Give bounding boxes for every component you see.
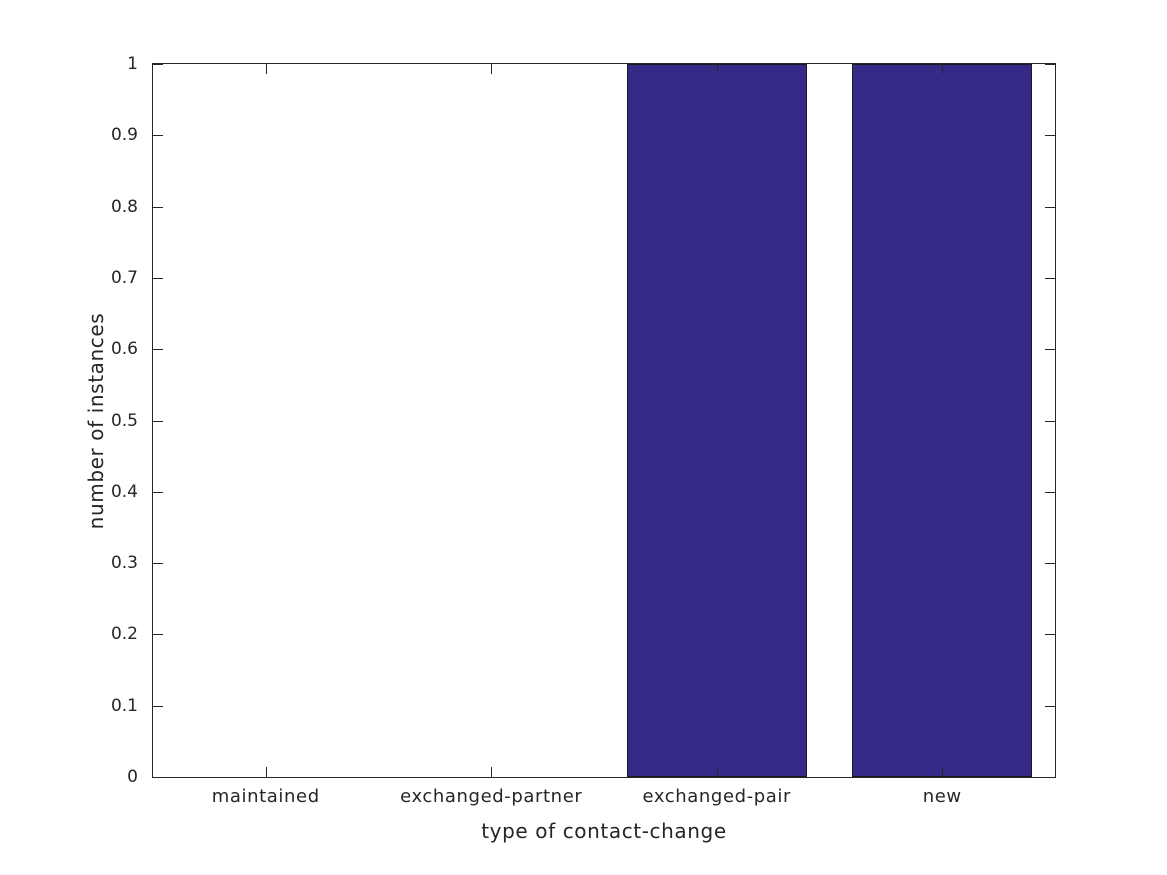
plot-area [152,63,1056,778]
y-tick-label-0.7: 0.7 [110,267,138,288]
x-tick-top [491,64,493,74]
y-tick-left [153,277,163,279]
y-tick-label-0.6: 0.6 [110,339,138,360]
x-tick-bottom [265,767,267,777]
y-tick-left [153,349,163,351]
y-tick-left [153,64,163,65]
x-tick-top [265,64,267,74]
y-tick-right [1045,420,1055,422]
y-tick-label-0.2: 0.2 [110,624,138,645]
x-tick-top [942,64,944,74]
y-tick-left [153,491,163,493]
y-tick-left [153,705,163,707]
x-tick-top [716,64,718,74]
x-tick-label-maintained: maintained [211,786,320,807]
y-tick-left [153,777,163,778]
y-tick-label-1: 1 [127,54,138,74]
y-tick-label-0.8: 0.8 [110,196,138,217]
y-tick-right [1045,634,1055,636]
y-tick-left [153,634,163,636]
y-tick-right [1045,491,1055,493]
y-tick-right [1045,705,1055,707]
bar-exchanged-pair [626,64,807,777]
y-tick-right [1045,206,1055,208]
y-tick-label-0: 0 [127,767,138,787]
y-tick-label-0.5: 0.5 [110,410,138,431]
x-tick-label-exchanged-pair: exchanged-pair [642,786,791,807]
x-tick-bottom [942,767,944,777]
y-tick-right [1045,64,1055,65]
x-tick-bottom [716,767,718,777]
y-tick-label-0.4: 0.4 [110,481,138,502]
y-tick-label-0.9: 0.9 [110,125,138,146]
y-tick-right [1045,777,1055,778]
y-tick-right [1045,135,1055,137]
y-tick-left [153,563,163,565]
x-tick-label-new: new [922,786,962,807]
x-tick-label-exchanged-partner: exchanged-partner [400,786,583,807]
y-tick-left [153,206,163,208]
x-tick-bottom [491,767,493,777]
bar-new [852,64,1033,777]
y-tick-left [153,135,163,137]
y-tick-label-0.3: 0.3 [110,553,138,574]
y-tick-right [1045,563,1055,565]
y-tick-right [1045,277,1055,279]
x-axis-label: type of contact-change [481,819,727,843]
y-tick-left [153,420,163,422]
y-tick-label-0.1: 0.1 [110,695,138,716]
y-tick-right [1045,349,1055,351]
